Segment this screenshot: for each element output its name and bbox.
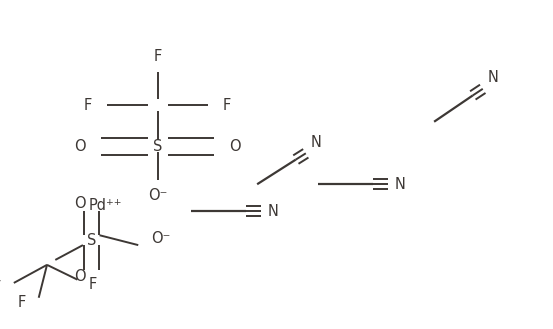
Text: F: F (154, 49, 161, 64)
Text: N: N (395, 177, 406, 192)
Text: F: F (0, 280, 1, 295)
Text: Pd⁺⁺: Pd⁺⁺ (88, 198, 122, 213)
Text: O: O (229, 139, 241, 154)
Text: O⁻: O⁻ (148, 188, 168, 203)
Text: N: N (488, 70, 498, 85)
Text: F: F (88, 277, 97, 292)
Text: F: F (18, 295, 26, 310)
Text: S: S (87, 233, 96, 248)
Text: N: N (268, 204, 279, 219)
Text: O: O (74, 139, 86, 154)
Text: F: F (84, 98, 92, 113)
Text: O: O (74, 196, 86, 212)
Text: F: F (223, 98, 231, 113)
Text: S: S (153, 139, 162, 154)
Text: O: O (74, 269, 86, 284)
Text: O⁻: O⁻ (151, 231, 170, 246)
Text: N: N (311, 135, 321, 150)
